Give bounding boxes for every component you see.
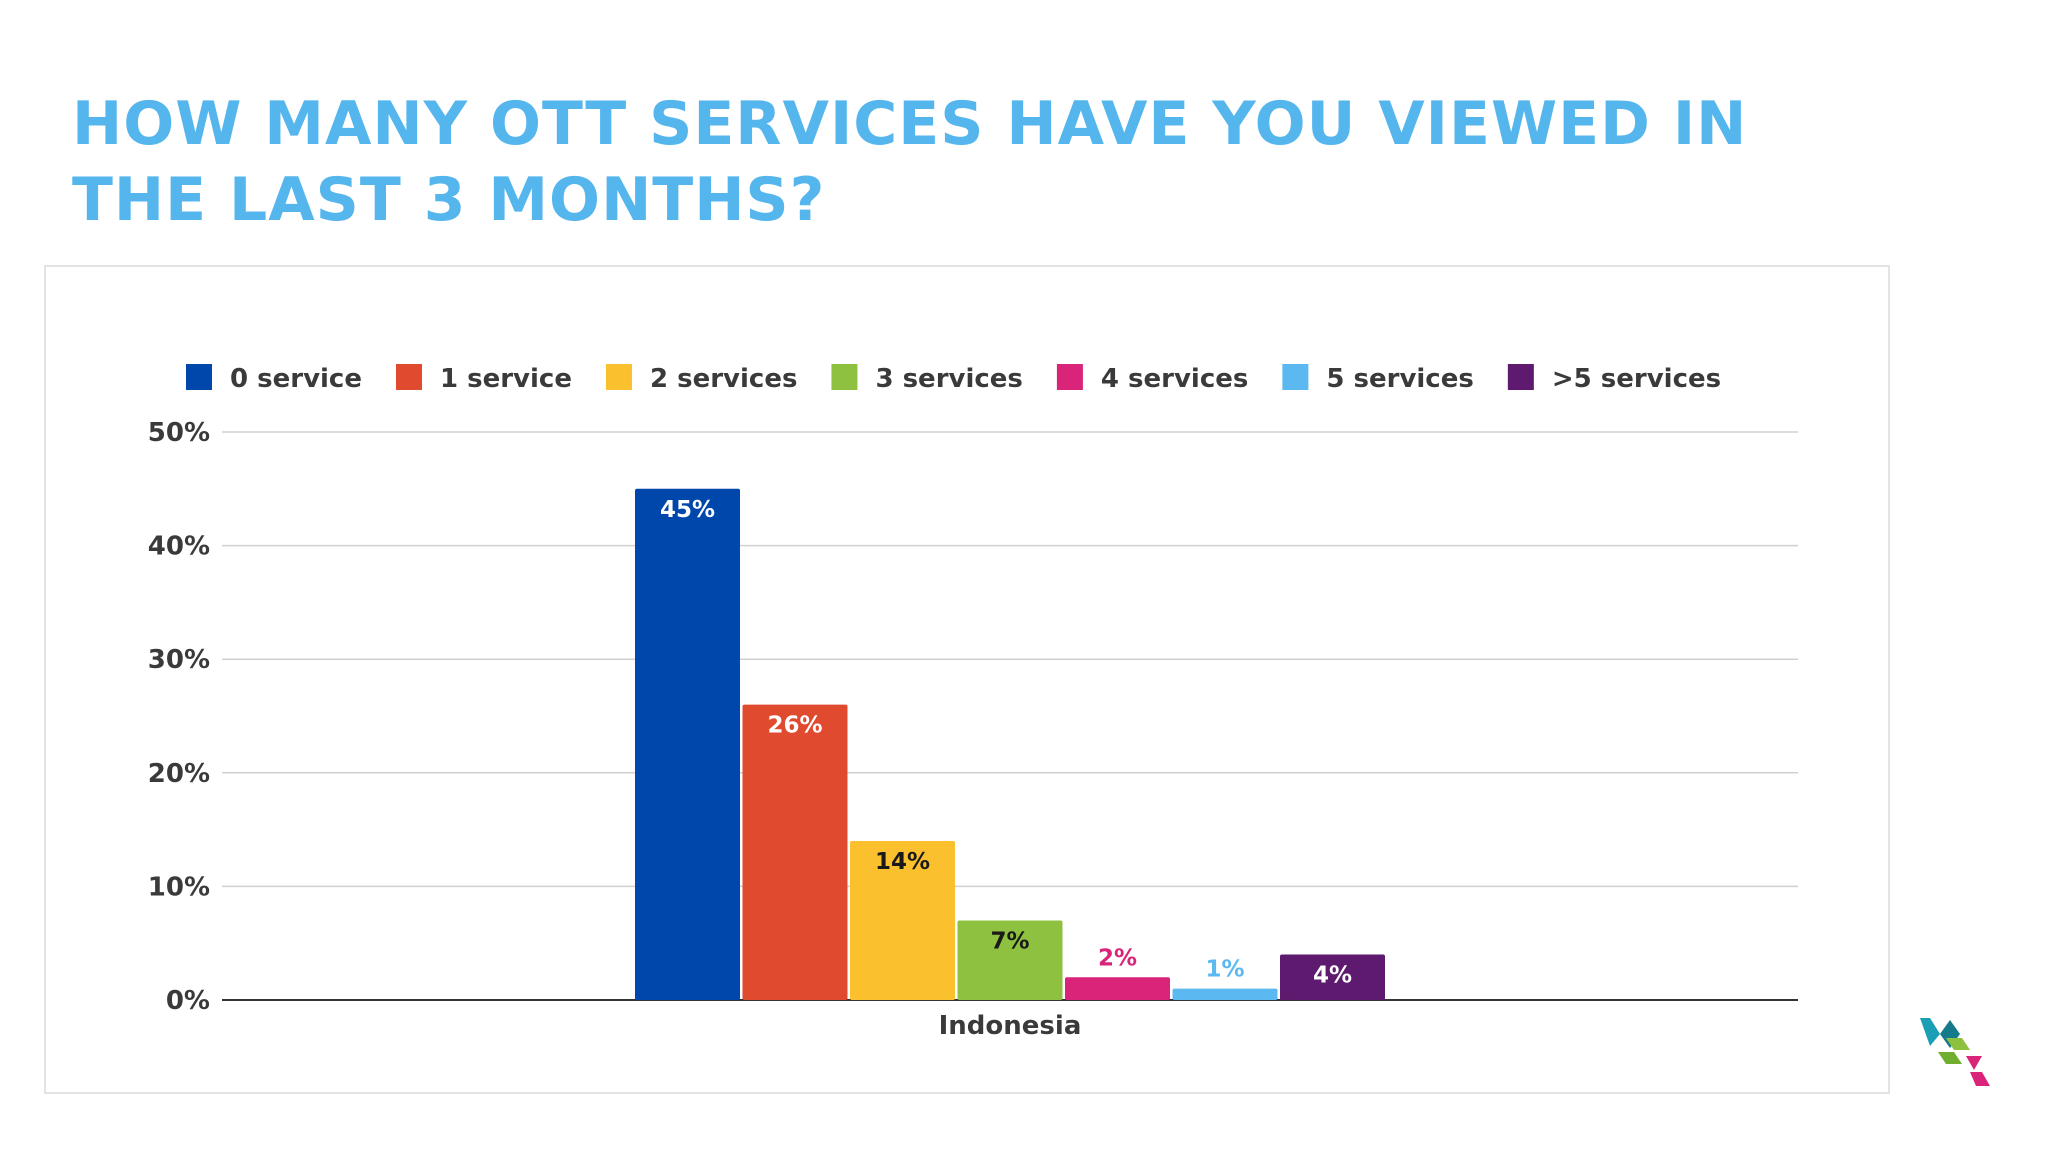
y-tick-label-4: 40% bbox=[148, 532, 210, 562]
bar-label-3: 7% bbox=[990, 928, 1029, 954]
bar-0 bbox=[635, 488, 740, 1000]
page-title: HOW MANY OTT SERVICES HAVE YOU VIEWED IN… bbox=[72, 89, 1748, 235]
legend-swatch-2 bbox=[605, 364, 632, 390]
brand-logo-icon bbox=[1920, 1018, 1990, 1086]
legend-label-4: 4 services bbox=[1101, 364, 1248, 394]
chart-bars bbox=[635, 488, 1385, 1000]
bar-label-1: 26% bbox=[767, 713, 822, 739]
bar-label-5: 1% bbox=[1205, 957, 1244, 983]
bar-5 bbox=[1172, 988, 1278, 1000]
legend-label-5: 5 services bbox=[1326, 364, 1473, 394]
legend-swatch-5 bbox=[1282, 364, 1309, 390]
y-tick-label-3: 30% bbox=[148, 645, 210, 675]
y-tick-label-1: 10% bbox=[148, 872, 210, 902]
bar-label-4: 2% bbox=[1098, 945, 1137, 971]
bar-3 bbox=[957, 920, 1063, 1000]
legend-label-3: 3 services bbox=[875, 364, 1022, 394]
bar-label-0: 45% bbox=[660, 497, 715, 523]
legend-label-2: 2 services bbox=[650, 364, 797, 394]
bar-4 bbox=[1065, 977, 1170, 1000]
chart-legend: 0 service 1 service 2 services 3 services 4 … bbox=[186, 364, 1721, 394]
y-tick-label-0: 0% bbox=[166, 986, 210, 1016]
bar-data-labels: 45% 26% 14% 7% 2% 1% 4% bbox=[660, 497, 1352, 989]
bar-label-6: 4% bbox=[1313, 963, 1352, 989]
bar-2 bbox=[850, 840, 955, 1000]
legend-swatch-4 bbox=[1056, 364, 1083, 390]
legend-swatch-1 bbox=[395, 364, 422, 390]
legend-label-1: 1 service bbox=[440, 364, 572, 394]
legend-label-6: >5 services bbox=[1552, 364, 1721, 394]
x-axis-ticks: Indonesia bbox=[939, 1011, 1082, 1041]
bar-1 bbox=[742, 704, 848, 1000]
bar-6 bbox=[1280, 954, 1385, 1000]
y-tick-label-2: 20% bbox=[148, 759, 210, 789]
y-tick-label-5: 50% bbox=[148, 418, 210, 448]
bar-label-2: 14% bbox=[875, 849, 930, 875]
bar-chart: 0 service 1 service 2 services 3 services 4 … bbox=[148, 364, 1798, 1041]
chart-gridlines bbox=[222, 431, 1798, 1001]
chart-frame: 0 service 1 service 2 services 3 services 4 … bbox=[44, 265, 1890, 1094]
legend-label-0: 0 service bbox=[230, 364, 362, 394]
legend-swatch-0 bbox=[186, 364, 212, 390]
legend-swatch-3 bbox=[831, 364, 858, 390]
legend-swatch-6 bbox=[1507, 364, 1534, 390]
x-tick-label-0: Indonesia bbox=[939, 1011, 1082, 1041]
y-axis-ticks: 0% 10% 20% 30% 40% 50% bbox=[148, 418, 210, 1016]
